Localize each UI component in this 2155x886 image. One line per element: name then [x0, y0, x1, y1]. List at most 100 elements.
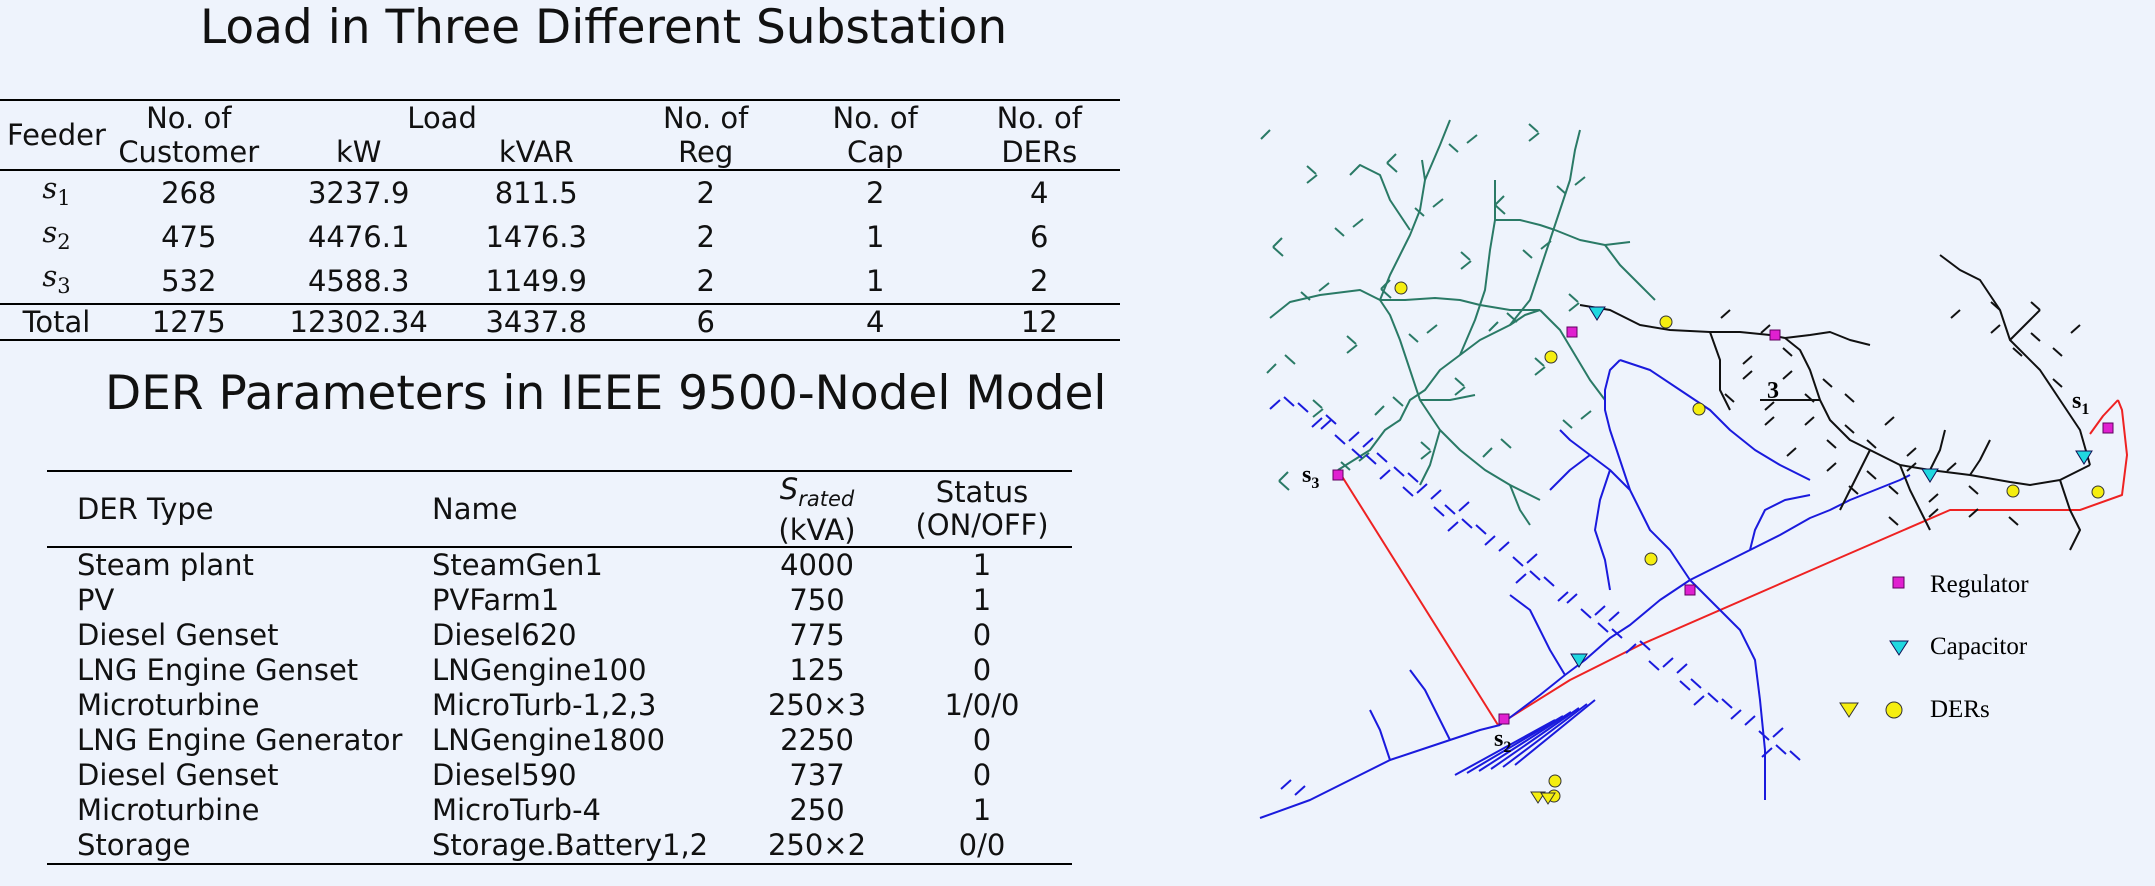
- feeder-line: [1720, 309, 1731, 319]
- feeder-line: [1460, 251, 1471, 261]
- feeder-line: [1950, 309, 1961, 319]
- der-srated-cell: 737: [789, 758, 845, 792]
- der-status-cell: 1/0/0: [944, 688, 1020, 722]
- feeder-line: [1528, 123, 1539, 133]
- header-customer-top: No. of: [146, 101, 232, 135]
- header-cap: Cap: [846, 135, 904, 169]
- feeder-line: [1928, 493, 1939, 503]
- feeder-line: [1393, 466, 1405, 477]
- feeder-line: [1749, 494, 1811, 551]
- total-label: Total: [0, 303, 113, 341]
- der-row: Microturbine MicroTurb-4 250 1: [47, 793, 1072, 828]
- feeder-line: [1499, 474, 1911, 726]
- feeder-line: [1689, 579, 1766, 800]
- capacitor-marker: [1921, 468, 1939, 483]
- feeder-line: [1764, 416, 1775, 426]
- feeder-line: [1724, 393, 1735, 403]
- der-status-cell: 0/0: [958, 828, 1006, 862]
- regulator-marker: [1684, 584, 1696, 596]
- header-kvar: kVAR: [498, 135, 574, 169]
- feeder-line: [1380, 279, 1391, 290]
- feeder-line: [1358, 452, 1370, 462]
- feeder-line: [1990, 301, 2001, 311]
- feeder-line: [1549, 454, 1591, 491]
- feeder-line: [1597, 622, 1609, 633]
- feeder-s2-lines: [1259, 359, 1911, 819]
- der-triangle-legend-icon: [1839, 702, 1859, 718]
- reg-cell: 6: [619, 303, 792, 341]
- feeder-line: [1379, 159, 1426, 301]
- der-srated-cell: 250×3: [767, 688, 867, 722]
- feeder-line: [1376, 452, 1388, 463]
- legend-ders-label: DERs: [1930, 696, 1990, 723]
- feeder-line: [1742, 355, 1753, 365]
- der-marker: [2091, 485, 2105, 499]
- feeder-line: [1458, 501, 1470, 512]
- feeder-line: [1804, 393, 1815, 403]
- der-srated-cell: 775: [789, 618, 845, 652]
- header-load: Load: [407, 101, 477, 135]
- der-row: Diesel Genset Diesel620 775 0: [47, 618, 1072, 653]
- kw-cell: 3237.9: [307, 176, 410, 210]
- header-der-type: DER Type: [77, 491, 214, 526]
- feeder-line: [1580, 410, 1592, 420]
- der-marker: [2006, 484, 2020, 498]
- regulator-marker: [1566, 326, 1578, 338]
- der-name-cell: LNGengine1800: [432, 723, 666, 757]
- header-feeder: Feeder: [7, 118, 106, 152]
- load-table-title: Load in Three Different Substation: [200, 0, 1008, 55]
- der-status-cell: 0: [972, 653, 992, 687]
- feeder-line: [1502, 703, 1588, 768]
- der-table: DER Type Name Srated (kVA) Status (ON/OF…: [47, 470, 1072, 865]
- customer-cell: 1275: [112, 303, 265, 341]
- header-srated: Srated (kVA): [778, 472, 856, 547]
- kvar-cell: 1476.3: [485, 220, 587, 254]
- feeder-line: [1294, 785, 1306, 796]
- feeder-line: [2012, 347, 2023, 357]
- der-type-cell: Storage: [77, 828, 191, 862]
- feeder-line: [1604, 244, 1656, 301]
- feeder-line: [1284, 354, 1296, 365]
- feeder-line: [1764, 401, 1775, 411]
- feeder-line: [1969, 439, 1991, 476]
- feeder-line: [1784, 331, 1871, 346]
- feeder-line: [1580, 608, 1592, 619]
- der-srated-cell: 750: [789, 583, 845, 617]
- feeder-line: [1325, 414, 1337, 425]
- der-header-row: DER Type Name Srated (kVA) Status (ON/OF…: [47, 471, 1072, 547]
- feeder-line: [1306, 165, 1317, 175]
- feeder-s3-lines: [1260, 119, 1656, 526]
- header-status: Status (ON/OFF): [915, 475, 1049, 542]
- der-type-cell: Microturbine: [77, 793, 260, 827]
- customer-cell: 268: [161, 176, 217, 210]
- feeder-line: [1540, 240, 1552, 250]
- capacitor-marker: [2075, 450, 2093, 465]
- feeder-line: [1509, 129, 1581, 326]
- tie-line: [1337, 399, 2128, 726]
- feeder-line: [1475, 524, 1487, 535]
- reg-cell: 2: [696, 220, 715, 254]
- der-triangle-marker: [1530, 791, 1546, 804]
- feeder-cell: s2: [42, 215, 71, 254]
- der-status-cell: 1: [972, 583, 992, 617]
- feeder-line: [1300, 291, 1311, 301]
- feeder-line: [1352, 218, 1364, 228]
- load-row-total: Total 1275 12302.34 3437.8 6 4 12: [0, 303, 1120, 341]
- feeder-line: [2052, 347, 2063, 357]
- tie-lines: [1337, 399, 2128, 726]
- feeder-line: [1509, 484, 1531, 526]
- der-circle-legend-icon: [1885, 701, 1903, 719]
- feeder-line: [1899, 464, 1931, 531]
- feeder-line: [1351, 448, 1363, 459]
- der-status-cell: 0: [972, 723, 992, 757]
- feeder-line: [1772, 727, 1784, 738]
- feeder-line: [2030, 332, 2041, 342]
- feeder-line: [1466, 134, 1478, 144]
- feeder-line: [1297, 402, 1309, 413]
- feeder-line: [1478, 711, 1572, 772]
- der-srated-cell: 250×2: [767, 828, 867, 862]
- cap-cell: 4: [791, 303, 959, 341]
- feeder-line: [2008, 516, 2019, 526]
- feeder-line: [1826, 462, 1837, 472]
- feeder-line: [2030, 301, 2041, 311]
